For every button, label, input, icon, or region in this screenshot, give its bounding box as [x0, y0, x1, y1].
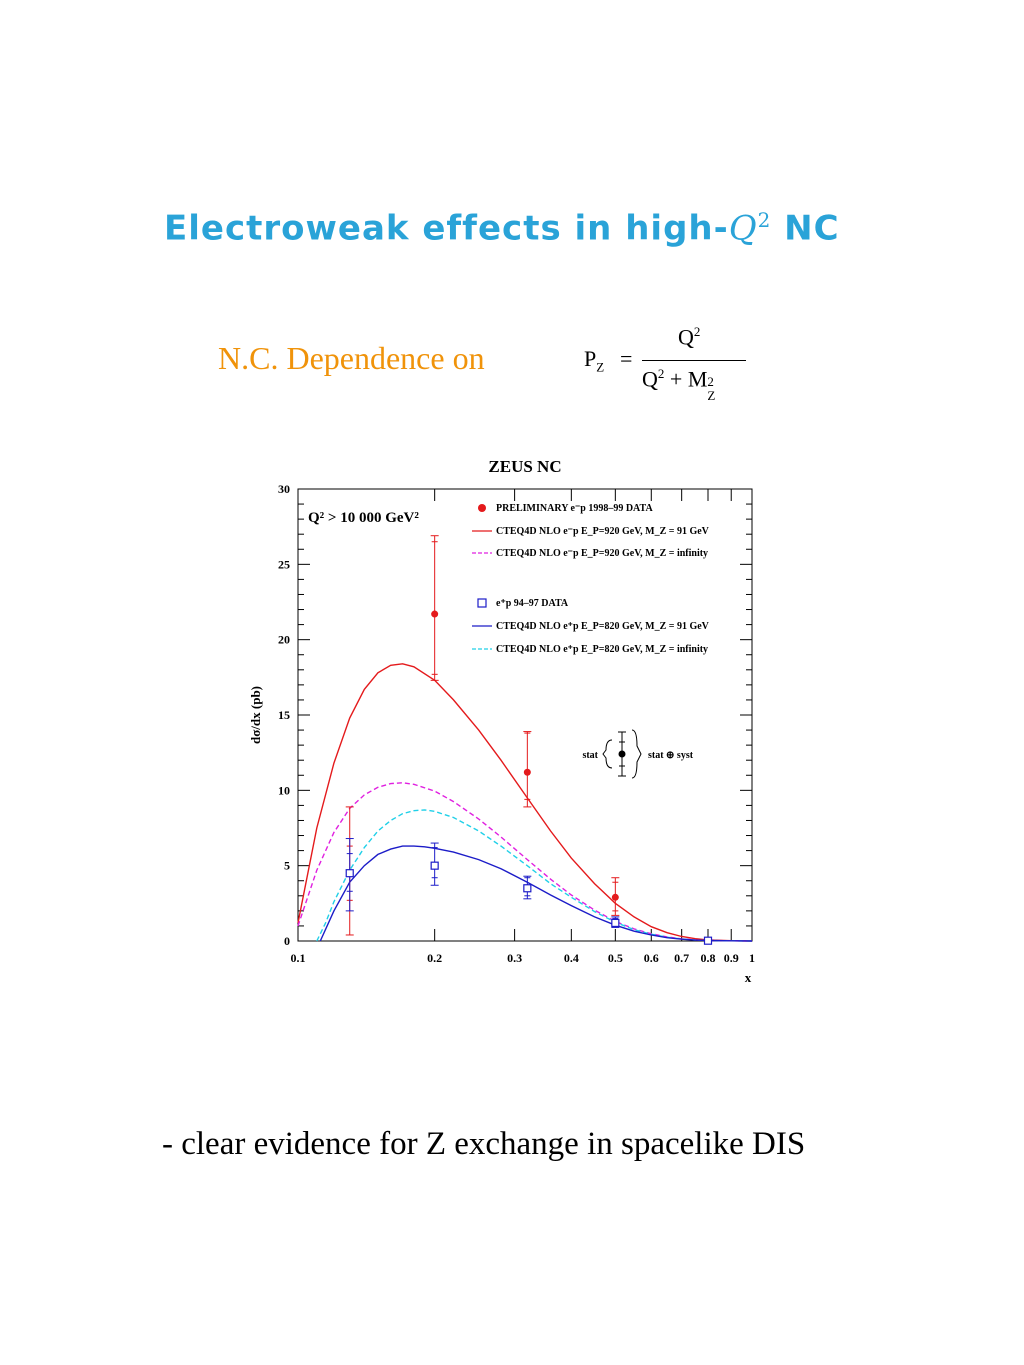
data-point: [430, 535, 439, 681]
series-curve-2: [316, 809, 753, 942]
series-curve-3: [319, 845, 753, 942]
data-point: [611, 916, 620, 928]
formula-lhs-p: P: [584, 346, 597, 371]
data-point: [430, 842, 439, 886]
dot-marker: [523, 768, 531, 776]
formula-numerator: Q2: [678, 324, 700, 350]
square-marker: [611, 918, 620, 928]
chart-title: ZEUS NC: [488, 457, 561, 476]
x-tick-label: 0.6: [644, 951, 659, 965]
error-legend-stat-label: stat: [582, 750, 598, 761]
y-tick-label: 5: [284, 859, 290, 873]
square-marker: [430, 861, 439, 870]
legend-label: CTEQ4D NLO e⁻p E_P=920 GeV, M_Z = 91 GeV: [496, 526, 710, 537]
error-legend-left-brace: [602, 739, 613, 769]
slide-title: Electroweak effects in high-Q2 NC: [164, 208, 924, 248]
data-point: [523, 731, 532, 808]
formula-num-q: Q: [678, 324, 694, 350]
x-axis-label: x: [745, 970, 752, 985]
legend-label: e⁺p 94–97 DATA: [496, 598, 569, 609]
legend-label: CTEQ4D NLO e⁻p E_P=920 GeV, M_Z = infini…: [496, 548, 708, 559]
error-bar-legend: stat stat ⊕ syst: [582, 729, 694, 779]
theory-curves: [297, 663, 753, 942]
slide-title-variable: Q: [728, 208, 758, 249]
legend-label: PRELIMINARY e⁻p 1998–99 DATA: [496, 503, 653, 514]
legend-label: CTEQ4D NLO e⁺p E_P=820 GeV, M_Z = infini…: [496, 644, 708, 655]
dot-marker: [611, 893, 619, 901]
nc-dependence-label: N.C. Dependence on: [218, 340, 485, 376]
formula-den-m: M: [687, 366, 708, 392]
square-marker: [523, 884, 532, 893]
x-tick-label: 0.2: [427, 951, 442, 965]
formula-lhs: PZ: [584, 346, 604, 375]
formula-fraction-bar: [642, 360, 746, 361]
data-point: [523, 875, 532, 900]
formula-lhs-sub: Z: [596, 359, 605, 375]
square-marker: [345, 869, 354, 878]
x-tick-label: 1: [749, 951, 755, 965]
square-marker: [703, 936, 713, 945]
y-tick-label: 20: [278, 633, 290, 647]
formula-den-m-sub: Z: [707, 388, 716, 404]
x-tick-label: 0.9: [724, 951, 739, 965]
x-tick-label: 0.7: [674, 951, 689, 965]
y-tick-label: 30: [278, 482, 290, 496]
error-legend-syst-label: stat ⊕ syst: [648, 750, 694, 761]
formula-equals: =: [620, 346, 633, 371]
formula-den-q-sup: 2: [657, 366, 665, 381]
data-point: [611, 877, 620, 916]
legend-label: CTEQ4D NLO e⁺p E_P=820 GeV, M_Z = 91 GeV: [496, 621, 710, 632]
formula-den-m-sup: 2: [707, 374, 714, 390]
legend-dot-marker: [478, 504, 486, 512]
formula-den-q: Q: [642, 366, 658, 392]
y-tick-label: 25: [278, 557, 290, 571]
y-tick-label: 10: [278, 783, 290, 797]
formula-num-sup: 2: [693, 324, 701, 339]
error-legend-dot: [618, 750, 626, 758]
x-tick-label: 0.5: [608, 951, 623, 965]
y-tick-label: 15: [278, 708, 290, 722]
formula-den-plus: +: [669, 366, 683, 392]
data-points: [345, 535, 713, 945]
zeus-nc-chart: ZEUS NC dσ/dx (pb) x Q² > 10 000 GeV² 0.…: [248, 457, 755, 985]
error-legend-right-brace: [631, 729, 642, 779]
y-axis-label: dσ/dx (pb): [248, 686, 263, 744]
dot-marker: [431, 610, 439, 618]
legend-square-marker: [477, 598, 487, 608]
x-tick-label: 0.1: [291, 951, 306, 965]
bottom-conclusion: - clear evidence for Z exchange in space…: [162, 1126, 806, 1162]
series-curve-0: [297, 663, 753, 942]
data-point: [703, 936, 713, 945]
data-point: [345, 838, 354, 912]
slide-title-prefix: Electroweak effects in high-: [164, 208, 729, 249]
x-tick-label: 0.4: [564, 951, 579, 965]
slide-title-suffix: NC: [771, 208, 840, 249]
q2-cut-label: Q² > 10 000 GeV²: [308, 510, 419, 526]
x-tick-label: 0.3: [507, 951, 522, 965]
slide-title-exponent: 2: [757, 208, 772, 232]
x-tick-label: 0.8: [701, 951, 716, 965]
chart-legend: PRELIMINARY e⁻p 1998–99 DATA CTEQ4D NLO e…: [472, 503, 710, 655]
y-tick-label: 0: [284, 934, 290, 948]
